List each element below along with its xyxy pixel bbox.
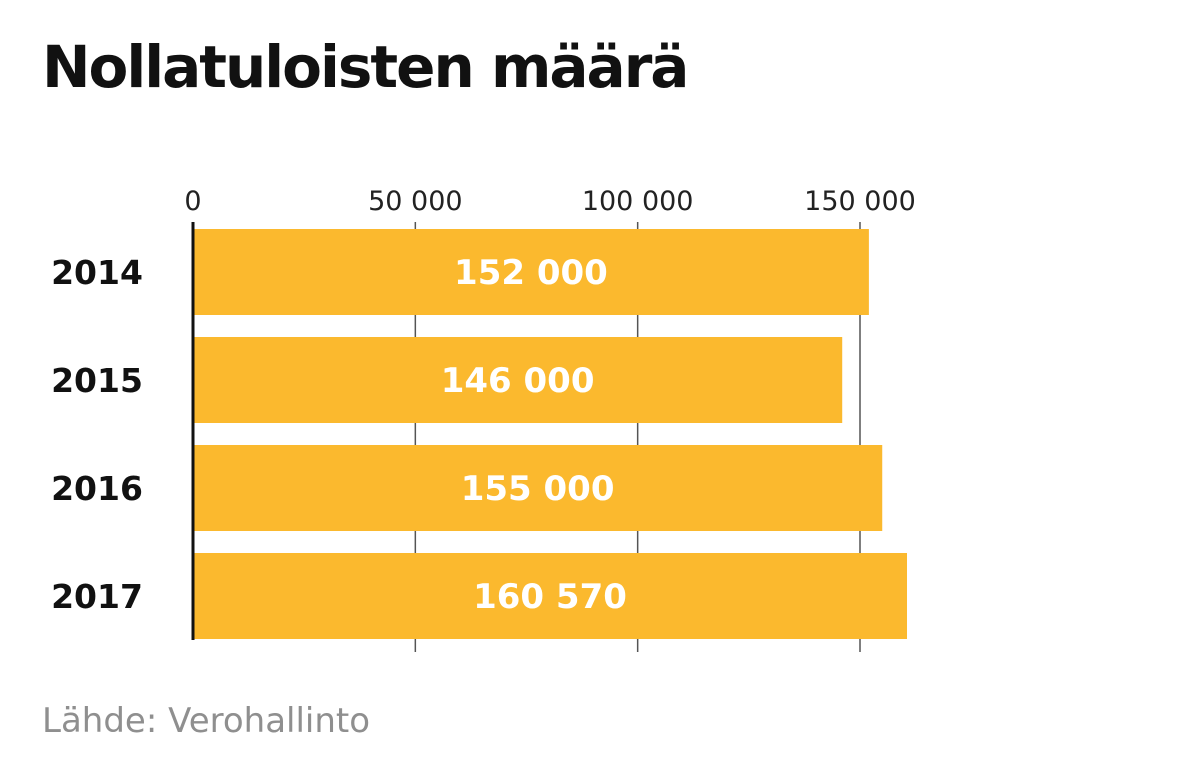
bar-2015 bbox=[193, 337, 843, 423]
bar-2014 bbox=[193, 229, 869, 315]
x-tick-label-2: 100 000 bbox=[582, 186, 694, 217]
category-label-2014: 2014 bbox=[51, 253, 143, 292]
tick-labels: 0 50 000 100 000 150 000 bbox=[184, 186, 915, 217]
category-label-2015: 2015 bbox=[51, 361, 143, 400]
source-note: Lähde: Verohallinto bbox=[42, 701, 371, 741]
value-label-2017: 160 570 bbox=[473, 577, 627, 617]
x-tick-label-0: 0 bbox=[184, 186, 201, 217]
category-labels: 2014 2015 2016 2017 bbox=[51, 253, 143, 616]
category-label-2017: 2017 bbox=[51, 577, 143, 616]
x-tick-label-3: 150 000 bbox=[804, 186, 916, 217]
bar-2016 bbox=[193, 445, 883, 531]
bar-2017 bbox=[193, 553, 908, 639]
value-labels: 152 000 146 000 155 000 160 570 bbox=[441, 253, 627, 617]
chart-title: Nollatuloisten määrä bbox=[42, 33, 689, 101]
value-label-2014: 152 000 bbox=[454, 253, 608, 293]
x-tick-label-1: 50 000 bbox=[368, 186, 462, 217]
category-label-2016: 2016 bbox=[51, 469, 143, 508]
value-label-2016: 155 000 bbox=[461, 469, 615, 509]
value-label-2015: 146 000 bbox=[441, 361, 595, 401]
bars bbox=[193, 229, 908, 639]
